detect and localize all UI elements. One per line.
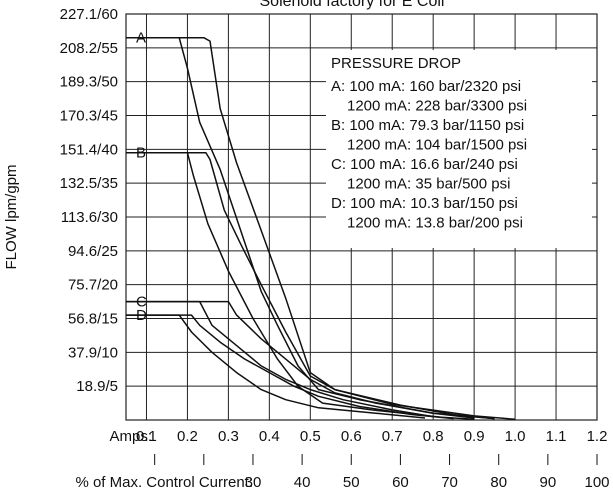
chart-title: Solenoid factory for E Coil (260, 0, 445, 10)
percent-tick-label: 90 (540, 474, 557, 491)
amps-tick-label: 0.4 (259, 428, 280, 445)
y-tick-label: 18.9/5 (76, 378, 118, 395)
series-curve (126, 302, 474, 418)
legend-entry: B: 100 mA: 79.3 bar/1150 psi (331, 117, 524, 134)
y-tick-label: 227.1/60 (60, 6, 118, 23)
percent-tick-label: 40 (294, 474, 311, 491)
percent-tick-label: 100 (584, 474, 609, 491)
percent-tick-label: 70 (441, 474, 458, 491)
legend-title: PRESSURE DROP (331, 55, 461, 72)
amps-tick-label: 0.3 (218, 428, 239, 445)
legend-entry: 1200 mA: 13.8 bar/200 psi (347, 215, 523, 232)
amps-tick-label: 0.8 (423, 428, 444, 445)
amps-tick-label: 0.2 (177, 428, 198, 445)
amps-tick-label: 0.9 (464, 428, 485, 445)
legend-entry: C: 100 mA: 16.6 bar/240 psi (331, 156, 518, 173)
amps-axis-ticks: 0.1 0.2 0.3 0.4 0.5 0.6 0.7 0.8 0.9 1.0 1.1 1.2 (136, 428, 607, 445)
amps-tick-label: 0.7 (382, 428, 403, 445)
y-tick-label: 37.9/10 (68, 344, 118, 361)
amps-tick-label: 1.0 (505, 428, 526, 445)
legend: PRESSURE DROP A: 100 mA: 160 bar/2320 psi… (326, 50, 592, 248)
y-tick-label: 75.7/20 (68, 277, 118, 294)
percent-tick-label: 80 (490, 474, 507, 491)
amps-tick-label: 0.1 (136, 428, 157, 445)
y-tick-label: 170.3/45 (60, 108, 118, 125)
legend-entry: A: 100 mA: 160 bar/2320 psi (331, 78, 521, 95)
y-tick-label: 151.4/40 (60, 141, 118, 158)
legend-entry: 1200 mA: 35 bar/500 psi (347, 176, 510, 193)
series-curve (126, 315, 454, 419)
amps-tick-label: 1.2 (587, 428, 608, 445)
y-axis-ticks: 227.1/60 208.2/55 189.3/50 170.3/45 151.4/40… (60, 6, 118, 395)
legend-entry: D: 100 mA: 10.3 bar/150 psi (331, 195, 518, 212)
y-tick-label: 208.2/55 (60, 40, 118, 57)
legend-entry: 1200 mA: 104 bar/1500 psi (347, 137, 527, 154)
percent-tick-label: 60 (392, 474, 409, 491)
percent-tick-label: 30 (245, 474, 262, 491)
y-tick-label: 132.5/35 (60, 175, 118, 192)
amps-tick-label: 0.5 (300, 428, 321, 445)
amps-tick-label: 0.6 (341, 428, 362, 445)
y-tick-label: 189.3/50 (60, 74, 118, 91)
percent-axis-label: % of Max. Control Current: (75, 474, 253, 491)
amps-tick-label: 1.1 (546, 428, 567, 445)
series-curve (126, 315, 425, 418)
y-tick-label: 56.8/15 (68, 311, 118, 328)
y-axis-label: FLOW lpm/gpm (3, 164, 20, 269)
percent-tick-label: 50 (343, 474, 360, 491)
series-c: C (126, 294, 474, 418)
y-tick-label: 113.6/30 (61, 209, 118, 226)
y-tick-label: 94.6/25 (68, 243, 118, 260)
legend-entry: 1200 mA: 228 bar/3300 psi (347, 98, 527, 115)
